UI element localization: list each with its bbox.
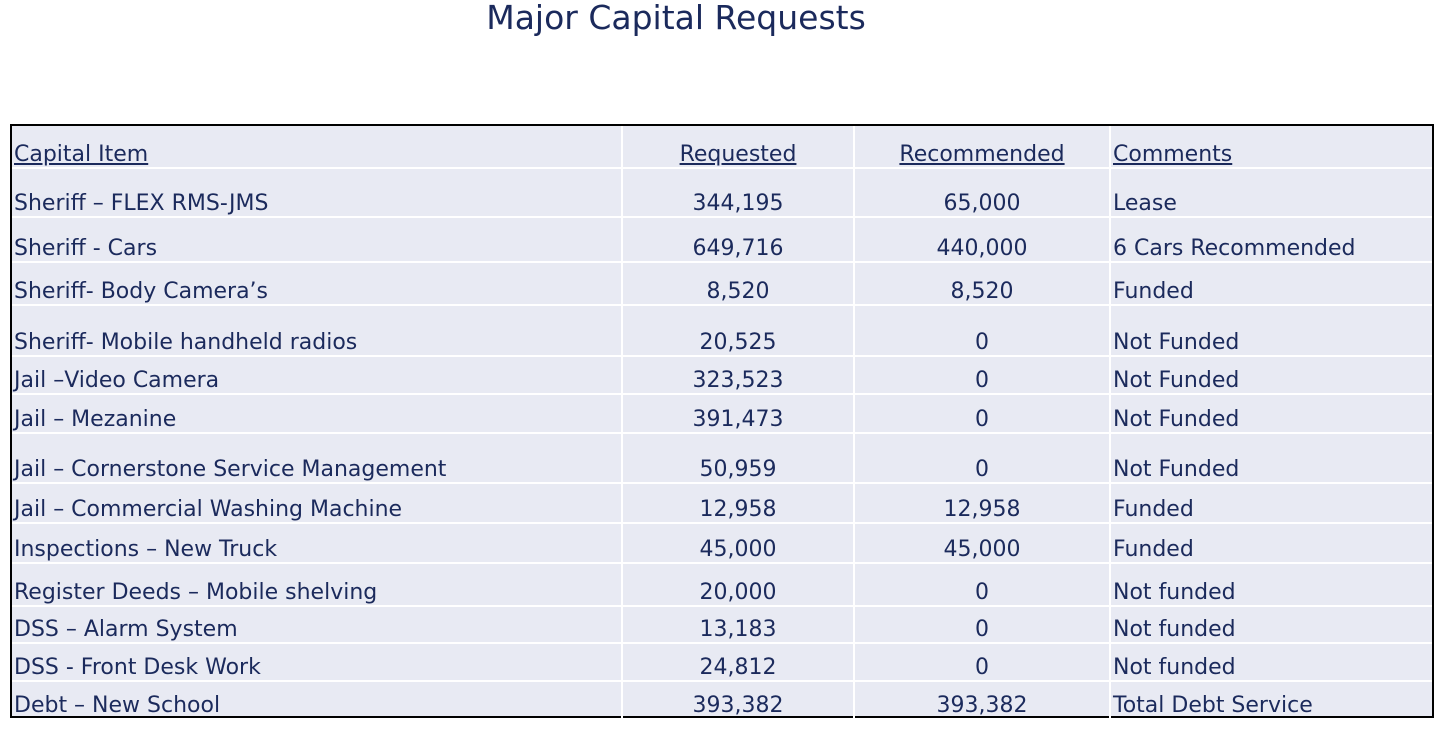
table-row: DSS - Front Desk Work 24,812 0 Not funde…	[12, 643, 1432, 682]
recommended-cell: 0	[854, 606, 1111, 644]
recommended-cell: 0	[854, 643, 1111, 682]
comments-cell: Not funded	[1110, 606, 1432, 644]
header-comments: Comments	[1110, 126, 1432, 169]
capital-requests-grid: Capital Item Requested Recommended Comme…	[12, 126, 1432, 718]
recommended-cell: 0	[854, 394, 1111, 434]
capital-item-cell: Jail –Video Camera	[12, 356, 623, 395]
recommended-cell: 12,958	[854, 483, 1111, 524]
comments-cell: Not Funded	[1110, 305, 1432, 357]
capital-item-cell: Sheriff- Body Camera’s	[12, 262, 623, 306]
comments-cell: Funded	[1110, 523, 1432, 564]
table-row: Debt – New School 393,382 393,382 Total …	[12, 681, 1432, 718]
table-row: Sheriff – FLEX RMS-JMS 344,195 65,000 Le…	[12, 168, 1432, 218]
comments-cell: Funded	[1110, 262, 1432, 306]
comments-cell: Not Funded	[1110, 394, 1432, 434]
requested-cell: 8,520	[622, 262, 855, 306]
table-row: Sheriff - Cars 649,716 440,000 6 Cars Re…	[12, 217, 1432, 263]
table-row: Sheriff- Mobile handheld radios 20,525 0…	[12, 305, 1432, 357]
recommended-cell: 393,382	[854, 681, 1111, 718]
capital-item-cell: DSS – Alarm System	[12, 606, 623, 644]
requested-cell: 20,000	[622, 563, 855, 607]
comments-cell: Funded	[1110, 483, 1432, 524]
capital-item-cell: Jail – Mezanine	[12, 394, 623, 434]
comments-cell: Not funded	[1110, 563, 1432, 607]
table-row: Jail –Video Camera 323,523 0 Not Funded	[12, 356, 1432, 395]
comments-cell: Lease	[1110, 168, 1432, 218]
comments-cell: 6 Cars Recommended	[1110, 217, 1432, 263]
requested-cell: 20,525	[622, 305, 855, 357]
requested-cell: 50,959	[622, 433, 855, 484]
comments-cell: Not Funded	[1110, 356, 1432, 395]
capital-item-cell: DSS - Front Desk Work	[12, 643, 623, 682]
header-recommended: Recommended	[854, 126, 1111, 169]
requested-cell: 649,716	[622, 217, 855, 263]
header-capital-item: Capital Item	[12, 126, 623, 169]
table-row: Sheriff- Body Camera’s 8,520 8,520 Funde…	[12, 262, 1432, 306]
capital-item-cell: Inspections – New Truck	[12, 523, 623, 564]
table-row: Jail – Commercial Washing Machine 12,958…	[12, 483, 1432, 524]
requested-cell: 391,473	[622, 394, 855, 434]
capital-requests-table: Capital Item Requested Recommended Comme…	[10, 124, 1434, 718]
table-row: Jail – Cornerstone Service Management 50…	[12, 433, 1432, 484]
recommended-cell: 440,000	[854, 217, 1111, 263]
table-row: DSS – Alarm System 13,183 0 Not funded	[12, 606, 1432, 644]
requested-cell: 13,183	[622, 606, 855, 644]
recommended-cell: 0	[854, 563, 1111, 607]
capital-item-cell: Register Deeds – Mobile shelving	[12, 563, 623, 607]
comments-cell: Not funded	[1110, 643, 1432, 682]
requested-cell: 393,382	[622, 681, 855, 718]
comments-cell: Total Debt Service	[1113, 693, 1313, 718]
capital-item-cell: Jail – Cornerstone Service Management	[12, 433, 623, 484]
recommended-cell: 0	[854, 305, 1111, 357]
recommended-cell: 45,000	[854, 523, 1111, 564]
capital-item-cell: Jail – Commercial Washing Machine	[12, 483, 623, 524]
recommended-cell: 0	[854, 433, 1111, 484]
recommended-cell: 8,520	[854, 262, 1111, 306]
requested-cell: 323,523	[622, 356, 855, 395]
capital-item-cell: Sheriff - Cars	[12, 217, 623, 263]
page-title: Major Capital Requests	[486, 0, 866, 37]
table-row: Register Deeds – Mobile shelving 20,000 …	[12, 563, 1432, 607]
requested-cell: 344,195	[622, 168, 855, 218]
capital-item-cell: Sheriff – FLEX RMS-JMS	[12, 168, 623, 218]
requested-cell: 45,000	[622, 523, 855, 564]
capital-item-cell: Debt – New School	[12, 681, 623, 718]
table-row: Inspections – New Truck 45,000 45,000 Fu…	[12, 523, 1432, 564]
header-requested: Requested	[622, 126, 855, 169]
requested-cell: 12,958	[622, 483, 855, 524]
comments-cell: Not Funded	[1110, 433, 1432, 484]
header-row: Capital Item Requested Recommended Comme…	[12, 126, 1432, 169]
recommended-cell: 65,000	[854, 168, 1111, 218]
capital-item-cell: Sheriff- Mobile handheld radios	[12, 305, 623, 357]
recommended-cell: 0	[854, 356, 1111, 395]
requested-cell: 24,812	[622, 643, 855, 682]
table-row: Jail – Mezanine 391,473 0 Not Funded	[12, 394, 1432, 434]
